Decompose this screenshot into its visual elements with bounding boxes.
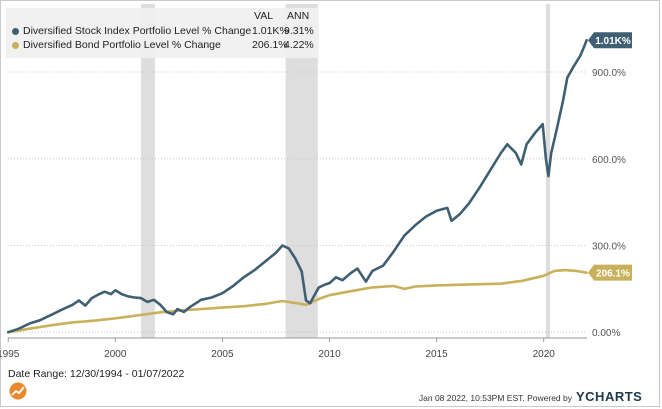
end-label-text: 206.1% bbox=[596, 269, 630, 280]
legend-header-ann: ANN bbox=[287, 10, 310, 22]
legend-marker-stock bbox=[12, 28, 19, 35]
legend-val-bond: 206.1% bbox=[252, 39, 288, 51]
legend-label-stock: Diversified Stock Index Portfolio Level … bbox=[23, 25, 252, 37]
x-tick-label: 2010 bbox=[318, 349, 341, 360]
end-label-tag bbox=[588, 32, 632, 49]
x-tick-label: 2005 bbox=[211, 349, 234, 360]
legend-val-stock: 1.01K% bbox=[252, 25, 289, 37]
legend-label-bond: Diversified Bond Portfolio Level % Chang… bbox=[23, 39, 221, 51]
legend-row-stock[interactable]: Diversified Stock Index Portfolio Level … bbox=[6, 25, 319, 39]
generated-timestamp: Jan 08 2022, 10:53PM EST. Powered by bbox=[418, 393, 572, 403]
legend: VAL ANN Diversified Stock Index Portfoli… bbox=[6, 8, 319, 58]
x-tick-label: 1995 bbox=[0, 349, 20, 360]
legend-marker-bond bbox=[12, 42, 19, 49]
legend-row-bond[interactable]: Diversified Bond Portfolio Level % Chang… bbox=[6, 39, 319, 53]
end-label-tag bbox=[588, 264, 632, 281]
y-tick-label: 600.0% bbox=[592, 155, 626, 166]
recession-band bbox=[285, 4, 318, 338]
x-tick-label: 2020 bbox=[533, 349, 556, 360]
end-label-bond: 206.1% bbox=[588, 264, 632, 281]
legend-ann-bond: 4.22% bbox=[284, 39, 314, 51]
recession-band bbox=[141, 4, 155, 338]
date-range-label: Date Range: 12/30/1994 - 01/07/2022 bbox=[8, 368, 185, 380]
end-label-text: 1.01K% bbox=[595, 36, 631, 47]
x-tick-label: 2000 bbox=[104, 349, 127, 360]
x-tick-label: 2015 bbox=[426, 349, 449, 360]
series-line-stock bbox=[6, 38, 588, 334]
legend-ann-stock: 9.31% bbox=[284, 25, 314, 37]
y-tick-label: 900.0% bbox=[592, 68, 626, 79]
ycharts-brand[interactable]: YCHARTS bbox=[576, 389, 643, 404]
y-tick-label: 0.00% bbox=[592, 328, 620, 339]
y-tick-label: 300.0% bbox=[592, 241, 626, 252]
ycharts-logo-icon bbox=[9, 382, 27, 400]
legend-header: VAL ANN bbox=[6, 10, 319, 24]
end-label-stock: 1.01K% bbox=[588, 32, 632, 49]
series-line-bond bbox=[6, 268, 588, 334]
legend-header-val: VAL bbox=[254, 10, 274, 22]
